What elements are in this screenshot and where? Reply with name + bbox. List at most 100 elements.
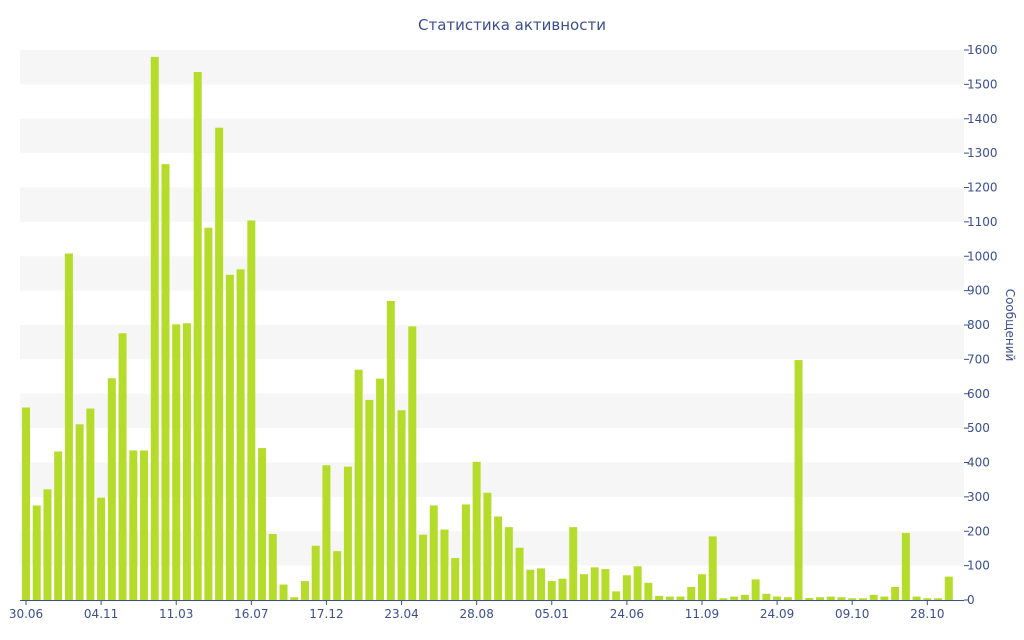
y-tick-label: 1400 (967, 112, 998, 126)
bar (547, 581, 556, 600)
bar (247, 220, 256, 600)
bar (816, 597, 825, 600)
bar (687, 586, 696, 600)
x-tick-label: 28.10 (910, 607, 944, 621)
x-tick-label: 30.06 (9, 607, 43, 621)
y-tick-label: 500 (967, 421, 990, 435)
bar (676, 596, 685, 600)
bar (172, 324, 181, 600)
bar (311, 545, 320, 600)
bar (440, 529, 449, 600)
bar (880, 596, 889, 600)
bar (537, 568, 546, 601)
bar (376, 378, 385, 601)
bar (140, 450, 149, 600)
x-tick-label: 09.10 (835, 607, 869, 621)
x-tick-label: 16.07 (234, 607, 268, 621)
bar (107, 378, 116, 600)
bar (32, 505, 41, 600)
bar (783, 597, 792, 600)
bar (891, 586, 900, 600)
bar (268, 534, 277, 600)
bar (290, 597, 299, 600)
y-tick-label: 1300 (967, 146, 998, 160)
x-axis-ticks: 30.06 04.11 11.03 16.07 17.12 23.04 28.08 05.01… (9, 600, 944, 621)
bar (901, 532, 910, 600)
bar (75, 424, 84, 600)
bar (225, 274, 234, 600)
bar (419, 534, 428, 600)
bar (612, 591, 621, 600)
y-tick-label: 1100 (967, 215, 998, 229)
bar (601, 569, 610, 600)
grid-band (20, 256, 964, 291)
bar (762, 593, 771, 600)
bar (129, 450, 138, 600)
bar (322, 465, 331, 600)
bar (451, 558, 460, 600)
bar (43, 489, 52, 600)
y-tick-label: 700 (967, 352, 990, 366)
chart-title: Статистика активности (418, 16, 606, 34)
bar (655, 595, 664, 601)
bar (912, 596, 921, 600)
bar (569, 527, 578, 601)
bar (826, 596, 835, 600)
y-tick-label: 1500 (967, 77, 998, 91)
bar (258, 448, 267, 600)
bar (386, 300, 395, 600)
bar (472, 461, 481, 600)
bar (343, 466, 352, 601)
x-tick-label: 24.09 (760, 607, 794, 621)
bar (86, 408, 95, 600)
y-tick-label: 1200 (967, 181, 998, 195)
bar (515, 547, 524, 600)
y-tick-label: 0 (967, 593, 975, 607)
bar (333, 551, 342, 600)
bar (504, 527, 513, 601)
bar (494, 516, 503, 600)
x-tick-label: 24.06 (610, 607, 644, 621)
x-tick-label: 11.09 (685, 607, 719, 621)
bar (54, 451, 63, 600)
bar (665, 596, 674, 600)
grid-band (20, 118, 964, 154)
x-tick-label: 04.11 (84, 607, 118, 621)
bar (204, 227, 213, 600)
bar (805, 597, 814, 600)
y-axis-label: Сообщений (1003, 289, 1017, 362)
x-tick-label: 17.12 (309, 607, 343, 621)
bar (193, 72, 202, 600)
bar (558, 578, 567, 600)
bar (182, 323, 191, 600)
bar (944, 576, 953, 601)
bar (397, 410, 406, 600)
bar (118, 333, 127, 600)
grid-band (20, 187, 964, 222)
y-tick-label: 100 (967, 559, 990, 573)
bar (751, 579, 760, 601)
bar (483, 492, 492, 600)
bar (590, 567, 599, 600)
bar (215, 127, 224, 600)
y-tick-label: 900 (967, 284, 990, 298)
bar (858, 598, 867, 600)
y-tick-label: 800 (967, 318, 990, 332)
bar (236, 269, 245, 600)
bar (579, 574, 588, 600)
bar (429, 505, 438, 600)
bar (794, 360, 803, 600)
bar (64, 253, 73, 600)
bar (300, 581, 309, 600)
bar (408, 326, 417, 601)
bar (869, 594, 878, 600)
y-tick-label: 400 (967, 456, 990, 470)
bar (773, 596, 782, 600)
bar (150, 56, 159, 601)
x-tick-label: 05.01 (535, 607, 569, 621)
y-tick-label: 1600 (967, 43, 998, 57)
bar (837, 597, 846, 600)
bar (526, 569, 535, 600)
bar (365, 399, 374, 600)
